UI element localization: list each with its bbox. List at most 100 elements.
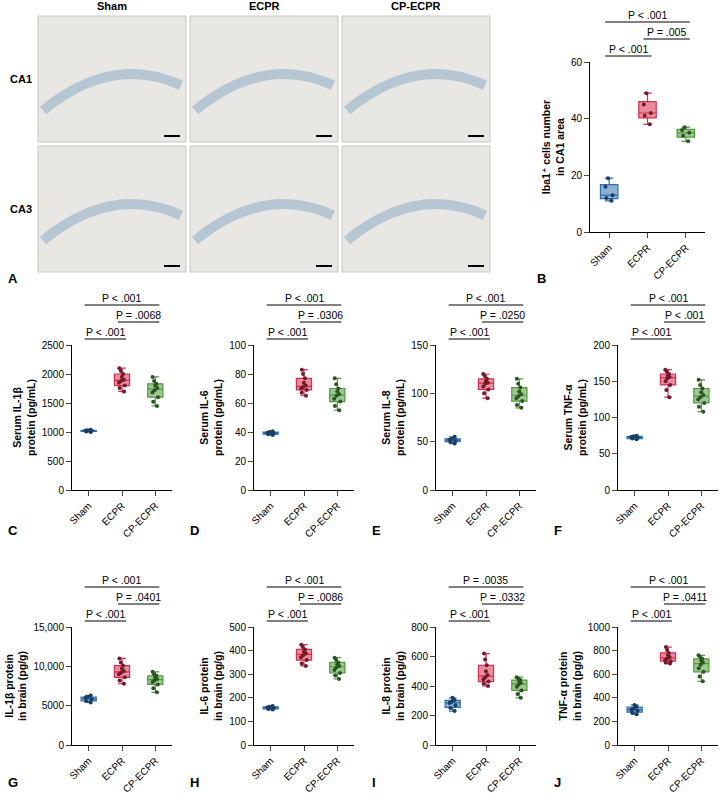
svg-text:P < .001: P < .001	[86, 608, 125, 620]
svg-text:CP-ECPR: CP-ECPR	[485, 755, 525, 795]
svg-text:20: 20	[235, 456, 247, 467]
svg-text:CA1: CA1	[10, 73, 32, 85]
svg-text:Sham: Sham	[67, 500, 93, 526]
svg-text:10,000: 10,000	[33, 661, 64, 672]
svg-text:100: 100	[229, 340, 246, 351]
svg-text:1000: 1000	[588, 622, 611, 633]
svg-text:P < .001: P < .001	[102, 292, 141, 304]
svg-text:300: 300	[229, 669, 246, 680]
svg-text:1500: 1500	[42, 398, 65, 409]
svg-text:Sham: Sham	[67, 755, 93, 781]
svg-text:G: G	[8, 775, 18, 790]
svg-text:600: 600	[411, 651, 428, 662]
svg-text:ECPR: ECPR	[249, 0, 280, 12]
svg-text:IL-1β proteinin brain (pg/g): IL-1β proteinin brain (pg/g)	[3, 651, 29, 721]
svg-text:P < .001: P < .001	[649, 574, 688, 586]
svg-text:P = .0411: P = .0411	[663, 591, 707, 603]
svg-text:D: D	[190, 523, 199, 538]
svg-text:I: I	[372, 775, 376, 790]
svg-text:0: 0	[604, 740, 610, 751]
svg-text:IL-8 proteinin brain (pg/g): IL-8 proteinin brain (pg/g)	[380, 651, 406, 721]
svg-text:60: 60	[235, 398, 247, 409]
svg-text:P < .001: P < .001	[268, 608, 307, 620]
svg-text:CP-ECPR: CP-ECPR	[303, 755, 343, 795]
svg-text:CP-ECPR: CP-ECPR	[667, 500, 707, 540]
svg-text:0: 0	[58, 740, 64, 751]
svg-text:P = .0306: P = .0306	[298, 309, 343, 321]
svg-text:15,000: 15,000	[33, 622, 64, 633]
svg-text:F: F	[554, 523, 562, 538]
svg-text:150: 150	[593, 376, 610, 387]
svg-text:CA3: CA3	[10, 203, 32, 215]
svg-text:P < .001: P < .001	[665, 309, 704, 321]
svg-text:100: 100	[411, 388, 428, 399]
svg-text:ECPR: ECPR	[464, 500, 491, 527]
svg-text:CP-ECPR: CP-ECPR	[485, 500, 525, 540]
svg-text:P < .001: P < .001	[450, 608, 489, 620]
svg-text:ECPR: ECPR	[282, 755, 309, 782]
svg-text:CP-ECPR: CP-ECPR	[391, 0, 441, 12]
svg-text:Sham: Sham	[613, 500, 639, 526]
svg-text:P = .0068: P = .0068	[116, 309, 161, 321]
svg-text:E: E	[372, 523, 381, 538]
svg-text:Sham: Sham	[249, 500, 275, 526]
svg-text:500: 500	[47, 456, 64, 467]
svg-text:Sham: Sham	[588, 242, 614, 268]
svg-text:Sham: Sham	[431, 500, 457, 526]
svg-text:Serum IL-6protein (pg/mL): Serum IL-6protein (pg/mL)	[198, 379, 224, 456]
svg-text:2000: 2000	[42, 369, 65, 380]
svg-text:P = .0086: P = .0086	[298, 591, 343, 603]
svg-text:100: 100	[229, 716, 246, 727]
svg-text:P = .005: P = .005	[647, 26, 686, 38]
svg-text:40: 40	[235, 427, 247, 438]
svg-text:200: 200	[593, 716, 610, 727]
svg-text:50: 50	[599, 448, 611, 459]
svg-text:80: 80	[235, 369, 247, 380]
svg-text:CP-ECPR: CP-ECPR	[121, 755, 161, 795]
svg-text:200: 200	[411, 710, 428, 721]
svg-text:0: 0	[58, 485, 64, 496]
svg-text:J: J	[554, 775, 561, 790]
svg-text:400: 400	[411, 681, 428, 692]
svg-text:150: 150	[411, 340, 428, 351]
svg-text:CP-ECPR: CP-ECPR	[303, 500, 343, 540]
svg-text:ECPR: ECPR	[464, 755, 491, 782]
svg-text:P < .001: P < .001	[649, 292, 688, 304]
svg-text:P < .001: P < .001	[268, 326, 307, 338]
svg-text:P < .001: P < .001	[450, 326, 489, 338]
svg-text:0: 0	[422, 485, 428, 496]
svg-text:0: 0	[240, 485, 246, 496]
svg-text:Sham: Sham	[613, 755, 639, 781]
svg-text:P < .001: P < .001	[609, 43, 648, 55]
svg-text:P < .001: P < .001	[102, 574, 141, 586]
svg-text:40: 40	[571, 113, 583, 124]
svg-text:C: C	[8, 523, 18, 538]
svg-text:50: 50	[417, 436, 429, 447]
svg-text:P < .001: P < .001	[632, 608, 671, 620]
svg-text:0: 0	[576, 227, 582, 238]
svg-text:ECPR: ECPR	[625, 242, 652, 269]
svg-text:400: 400	[229, 645, 246, 656]
svg-text:Sham: Sham	[431, 755, 457, 781]
svg-text:1000: 1000	[42, 427, 65, 438]
svg-text:ECPR: ECPR	[100, 755, 127, 782]
svg-text:P = .0401: P = .0401	[116, 591, 161, 603]
svg-text:P < .001: P < .001	[632, 326, 671, 338]
svg-text:200: 200	[593, 340, 610, 351]
svg-text:100: 100	[593, 412, 610, 423]
svg-text:Serum TNF-αprotein (pg/mL): Serum TNF-αprotein (pg/mL)	[562, 379, 588, 456]
svg-text:P = .0250: P = .0250	[480, 309, 525, 321]
svg-text:2500: 2500	[42, 340, 65, 351]
svg-text:0: 0	[604, 485, 610, 496]
svg-text:CP-ECPR: CP-ECPR	[667, 755, 707, 795]
svg-text:TNF-α proteinin brain (pg/g): TNF-α proteinin brain (pg/g)	[557, 651, 583, 721]
svg-text:A: A	[8, 271, 18, 286]
svg-text:ECPR: ECPR	[282, 500, 309, 527]
svg-text:P = .0332: P = .0332	[480, 591, 525, 603]
svg-text:800: 800	[411, 622, 428, 633]
svg-text:20: 20	[571, 170, 583, 181]
svg-text:Serum IL-1βprotein (pg/mL): Serum IL-1βprotein (pg/mL)	[11, 379, 37, 456]
svg-text:200: 200	[229, 692, 246, 703]
svg-text:0: 0	[240, 740, 246, 751]
svg-text:0: 0	[422, 740, 428, 751]
